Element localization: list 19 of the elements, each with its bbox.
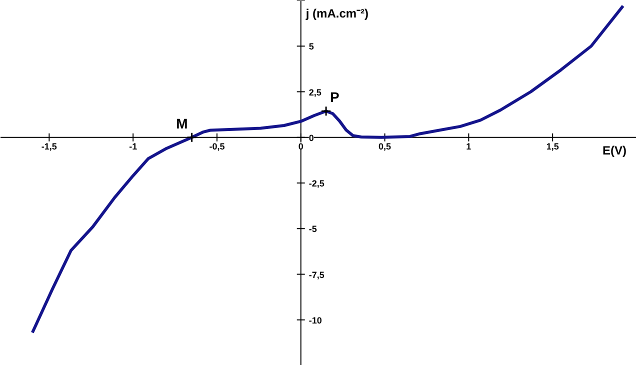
x-tick-label: 1 <box>466 141 472 152</box>
y-tick-label: 5 <box>308 42 314 52</box>
x-axis-title: E(V) <box>602 143 627 158</box>
y-tick-label: 0 <box>308 132 314 143</box>
x-tick-label: -0,5 <box>209 141 225 152</box>
y-axis-title: j (mA.cm⁻²) <box>304 6 369 20</box>
x-tick-label: 0,5 <box>378 141 392 152</box>
y-tick-label: 2,5 <box>308 87 322 98</box>
x-tick-label: 1,5 <box>546 141 559 152</box>
annotation: P <box>330 89 340 106</box>
x-tick-label: -1 <box>129 141 138 152</box>
annotation: M <box>176 115 188 132</box>
y-tick-label: -10 <box>308 315 322 326</box>
line-series <box>30 4 625 334</box>
y-tick-label: -2,5 <box>308 178 324 188</box>
y-tick-label: -5 <box>308 224 317 234</box>
y-tick-label: -7,5 <box>308 270 324 280</box>
x-tick-label: -1,5 <box>41 141 57 152</box>
x-tick-label: 0 <box>298 141 304 152</box>
